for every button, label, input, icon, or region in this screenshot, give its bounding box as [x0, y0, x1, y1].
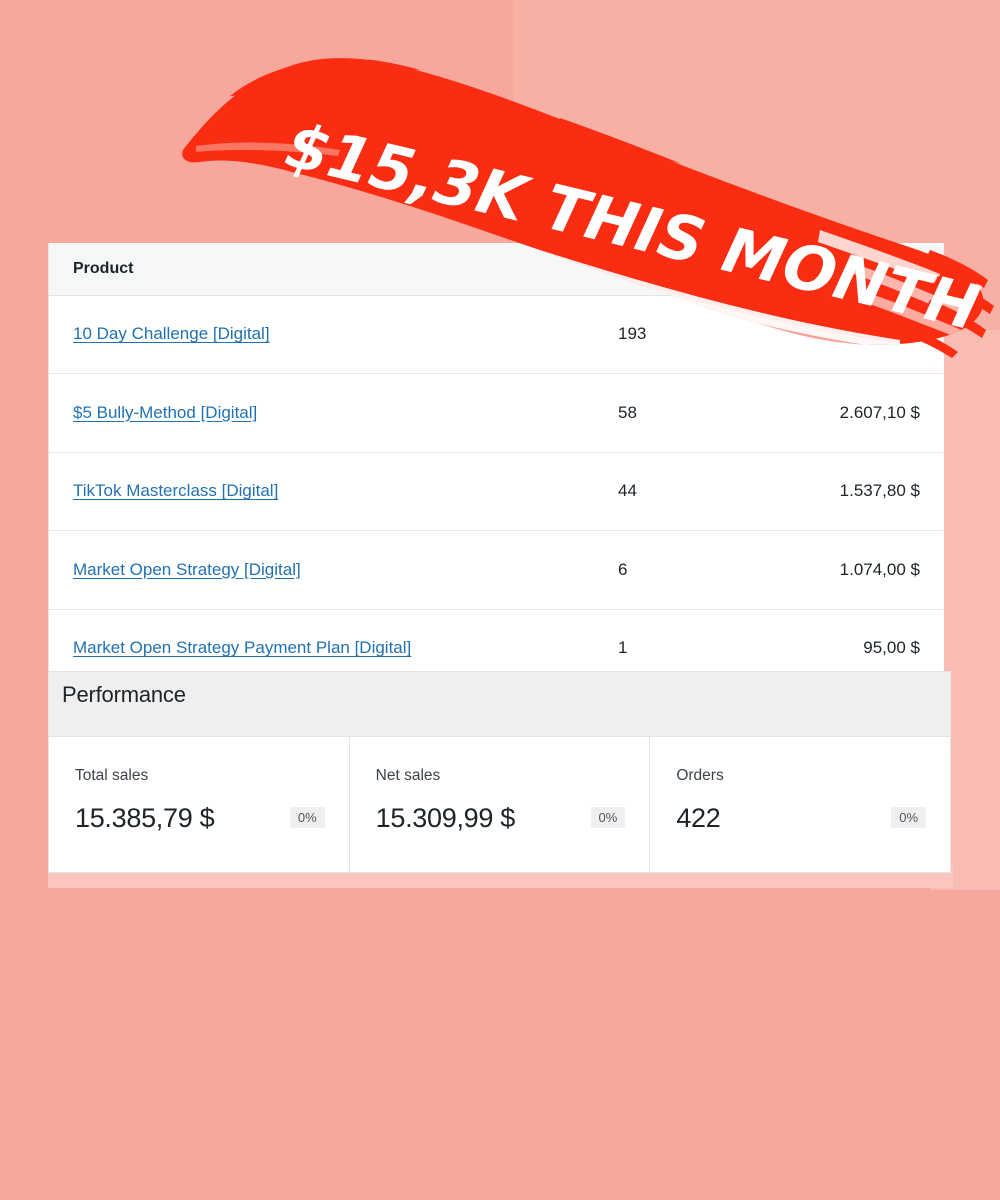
performance-section-header: Performance — [48, 671, 951, 737]
stat-label: Orders — [676, 767, 724, 784]
stat-delta-badge: 0% — [590, 807, 626, 828]
stat-card-total-sales[interactable]: Total sales 15.385,79 $ 0% — [49, 737, 350, 872]
cell-product: $5 Bully-Method [Digital] — [49, 373, 594, 453]
cell-items-sold: 193 — [594, 295, 769, 374]
table-row: Market Open Strategy [Digital] 6 1.074,0… — [49, 530, 944, 610]
cell-items-sold: 44 — [594, 452, 769, 531]
product-link[interactable]: Market Open Strategy Payment Plan [Digit… — [73, 638, 412, 658]
table-row: TikTok Masterclass [Digital] 44 1.537,80… — [49, 452, 944, 531]
column-header-net-revenue[interactable] — [769, 243, 944, 296]
cell-net-revenue: 1.920,25 $ — [769, 295, 944, 374]
table-header-row: Product — [49, 243, 944, 296]
cell-product: Market Open Strategy [Digital] — [49, 530, 594, 610]
stat-delta-badge: 0% — [891, 807, 927, 828]
cell-product: 10 Day Challenge [Digital] — [49, 295, 594, 374]
performance-stats-row: Total sales 15.385,79 $ 0% Net sales 15.… — [48, 737, 951, 873]
table-header: Product — [49, 243, 944, 296]
product-link[interactable]: Market Open Strategy [Digital] — [73, 559, 301, 579]
stat-value: 422 — [676, 803, 721, 833]
stat-card-orders[interactable]: Orders 422 0% — [650, 737, 950, 872]
table-row: 10 Day Challenge [Digital] 193 1.920,25 … — [49, 295, 944, 374]
table-body: 10 Day Challenge [Digital] 193 1.920,25 … — [49, 295, 944, 687]
stat-label: Net sales — [375, 767, 441, 784]
cell-net-revenue: 1.074,00 $ — [769, 530, 944, 610]
column-header-items-sold[interactable] — [594, 243, 769, 296]
stat-value: 15.385,79 $ — [75, 803, 215, 833]
table-row: $5 Bully-Method [Digital] 58 2.607,10 $ — [49, 373, 944, 453]
cell-net-revenue: 2.607,10 $ — [769, 373, 944, 453]
stat-card-net-sales[interactable]: Net sales 15.309,99 $ 0% — [350, 737, 651, 872]
top-products-table: Product 10 Day Challenge [Digital] 193 1… — [49, 243, 944, 687]
performance-title: Performance — [62, 682, 186, 707]
cell-net-revenue: 1.537,80 $ — [769, 452, 944, 531]
cell-items-sold: 58 — [594, 373, 769, 453]
product-link[interactable]: $5 Bully-Method [Digital] — [73, 402, 258, 422]
cell-product: TikTok Masterclass [Digital] — [49, 452, 594, 531]
stat-delta-badge: 0% — [289, 807, 325, 828]
column-header-product[interactable]: Product — [49, 243, 594, 296]
cell-items-sold: 6 — [594, 530, 769, 610]
product-link[interactable]: TikTok Masterclass [Digital] — [73, 481, 279, 501]
stat-label: Total sales — [75, 767, 149, 784]
product-link[interactable]: 10 Day Challenge [Digital] — [73, 324, 270, 344]
stat-value: 15.309,99 $ — [375, 803, 516, 833]
top-products-card: Product 10 Day Challenge [Digital] 193 1… — [48, 243, 944, 687]
